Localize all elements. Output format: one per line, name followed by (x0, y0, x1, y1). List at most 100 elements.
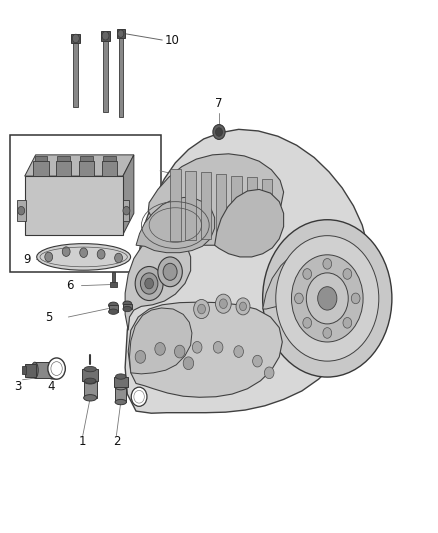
Bar (103, 156, 116, 161)
Circle shape (72, 34, 79, 43)
Circle shape (294, 293, 303, 304)
Text: 4: 4 (47, 379, 55, 393)
Ellipse shape (84, 394, 97, 401)
Bar (109, 305, 118, 312)
Bar (11, 135, 161, 272)
Text: 2: 2 (113, 435, 120, 448)
Bar (123, 200, 130, 221)
Circle shape (173, 346, 182, 358)
Bar (102, 161, 117, 176)
Bar (79, 161, 94, 176)
Circle shape (351, 293, 360, 304)
Circle shape (213, 342, 223, 353)
Bar (110, 282, 117, 287)
Ellipse shape (52, 362, 59, 378)
Bar (185, 171, 196, 240)
Circle shape (253, 356, 262, 367)
Ellipse shape (116, 374, 126, 379)
Bar (170, 169, 180, 241)
Bar (25, 364, 36, 376)
Circle shape (303, 269, 311, 279)
Ellipse shape (85, 378, 96, 383)
Bar (247, 177, 257, 236)
Ellipse shape (109, 309, 118, 314)
Circle shape (51, 362, 62, 375)
Circle shape (45, 252, 53, 262)
Bar (216, 174, 226, 238)
Ellipse shape (115, 384, 127, 390)
Bar (25, 176, 123, 235)
Circle shape (323, 259, 332, 269)
Text: 5: 5 (45, 311, 52, 324)
Bar (115, 387, 127, 402)
Circle shape (323, 328, 332, 338)
Circle shape (276, 236, 379, 361)
Ellipse shape (123, 301, 132, 306)
Polygon shape (25, 155, 134, 176)
Circle shape (234, 346, 244, 358)
Text: 10: 10 (164, 34, 179, 46)
Text: 6: 6 (67, 279, 74, 292)
Polygon shape (130, 308, 192, 374)
Circle shape (198, 304, 205, 314)
Circle shape (192, 342, 202, 353)
Polygon shape (263, 251, 323, 309)
Ellipse shape (84, 377, 97, 384)
Bar (73, 43, 78, 107)
Circle shape (194, 300, 209, 319)
Circle shape (183, 357, 194, 369)
Bar (101, 31, 110, 41)
Circle shape (215, 294, 231, 313)
Circle shape (158, 257, 182, 287)
Ellipse shape (115, 399, 127, 405)
Bar (103, 41, 108, 112)
Circle shape (80, 248, 88, 257)
Bar (35, 156, 47, 161)
Polygon shape (136, 197, 215, 253)
Ellipse shape (109, 302, 118, 309)
Bar (21, 366, 26, 374)
Bar (262, 179, 272, 235)
Circle shape (141, 273, 158, 294)
Circle shape (318, 287, 337, 310)
Polygon shape (215, 189, 284, 257)
Circle shape (265, 367, 274, 378)
Circle shape (131, 387, 147, 406)
Ellipse shape (37, 244, 131, 270)
Polygon shape (128, 302, 283, 397)
Circle shape (174, 345, 185, 358)
Circle shape (213, 125, 225, 140)
Ellipse shape (123, 306, 132, 312)
Circle shape (219, 299, 227, 309)
Bar (119, 38, 123, 117)
Polygon shape (125, 130, 370, 413)
Bar (123, 304, 132, 309)
Circle shape (263, 220, 392, 377)
Bar (56, 161, 71, 176)
Bar (112, 272, 115, 282)
Polygon shape (123, 155, 134, 235)
Bar (17, 200, 25, 221)
Circle shape (115, 253, 123, 263)
Circle shape (135, 351, 146, 364)
Bar (80, 156, 93, 161)
Circle shape (240, 302, 247, 311)
Text: 8: 8 (212, 176, 220, 189)
Circle shape (48, 358, 65, 379)
Circle shape (153, 357, 162, 368)
Circle shape (123, 206, 130, 215)
Ellipse shape (84, 367, 96, 372)
Circle shape (145, 278, 153, 289)
Circle shape (102, 31, 109, 40)
Bar (231, 175, 242, 237)
Circle shape (306, 273, 348, 324)
Bar (35, 362, 56, 378)
Circle shape (18, 206, 25, 215)
Ellipse shape (31, 362, 38, 378)
Bar (114, 376, 128, 387)
Bar (57, 156, 70, 161)
Polygon shape (148, 154, 284, 245)
Bar (201, 172, 211, 239)
Circle shape (118, 30, 124, 37)
Circle shape (134, 390, 145, 403)
